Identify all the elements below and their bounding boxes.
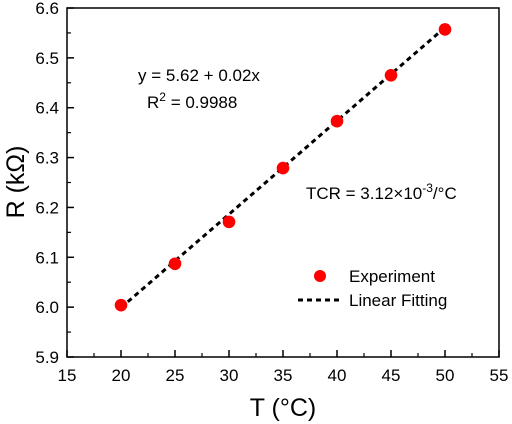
legend-label-linear-fitting: Linear Fitting	[349, 291, 447, 310]
x-tick-label: 40	[328, 366, 347, 385]
y-tick-label: 6.6	[35, 0, 59, 18]
legend-label-experiment: Experiment	[349, 267, 435, 286]
x-tick-label: 35	[274, 366, 293, 385]
x-tick-label: 15	[58, 366, 77, 385]
legend: Experiment Linear Fitting	[298, 267, 447, 310]
data-point	[438, 23, 452, 36]
legend-marker-experiment	[314, 270, 326, 282]
data-point	[168, 257, 182, 271]
x-tick-label: 55	[490, 366, 509, 385]
x-tick-label: 25	[166, 366, 185, 385]
y-tick-label: 6.2	[35, 198, 59, 217]
y-tick-label: 6.5	[35, 49, 59, 68]
tcr-annotation: TCR = 3.12×10-3/°C	[306, 181, 457, 203]
x-tick-label: 30	[220, 366, 239, 385]
x-tick-label: 50	[436, 366, 455, 385]
equation-annotation: y = 5.62 + 0.02x	[138, 66, 260, 85]
y-tick-label: 5.9	[35, 348, 59, 367]
data-point	[384, 69, 398, 82]
r-squared-annotation: R2 = 0.9988	[147, 90, 237, 112]
x-axis-title: T (°C)	[250, 394, 316, 422]
y-tick-label: 6.0	[35, 298, 59, 317]
data-point	[276, 161, 290, 175]
y-tick-label: 6.3	[35, 149, 59, 168]
y-axis-title: R (kΩ)	[2, 146, 30, 219]
ticks: 15 20 25 30 35 40 45 50 55 5.9 6.0 6.1 6.2 6.3 6.4 6.5 6…	[35, 0, 508, 385]
x-tick-label: 45	[382, 366, 401, 385]
data-point	[330, 114, 344, 128]
x-tick-label: 20	[112, 366, 131, 385]
points-layer	[114, 23, 452, 312]
y-tick-label: 6.1	[35, 248, 59, 267]
data-point	[114, 298, 128, 312]
y-tick-label: 6.4	[35, 99, 59, 118]
data-point	[222, 215, 236, 229]
